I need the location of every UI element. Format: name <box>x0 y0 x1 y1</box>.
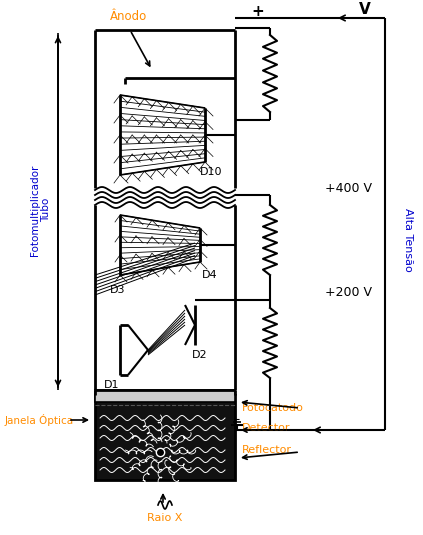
Text: Detector: Detector <box>242 423 291 433</box>
Text: Ânodo: Ânodo <box>110 11 147 24</box>
Text: +400 V: +400 V <box>325 181 372 195</box>
Text: Tubo: Tubo <box>41 198 51 222</box>
Text: D2: D2 <box>192 350 208 360</box>
Text: D3: D3 <box>110 285 126 295</box>
Text: Fotocatodo: Fotocatodo <box>242 403 304 413</box>
Text: D1: D1 <box>104 380 120 390</box>
Text: Fotomultiplicador: Fotomultiplicador <box>30 164 40 256</box>
Text: V: V <box>359 3 371 18</box>
Text: +200 V: +200 V <box>325 287 372 300</box>
Text: D4: D4 <box>202 270 218 280</box>
Text: Raio X: Raio X <box>147 513 183 523</box>
Text: D10: D10 <box>200 167 222 177</box>
Text: Alta Tensão: Alta Tensão <box>403 208 413 272</box>
Bar <box>95 390 235 402</box>
Text: +: + <box>252 4 264 19</box>
Text: Reflector: Reflector <box>242 445 292 455</box>
Bar <box>95 395 235 480</box>
Text: Janela Óptica: Janela Óptica <box>5 414 74 426</box>
